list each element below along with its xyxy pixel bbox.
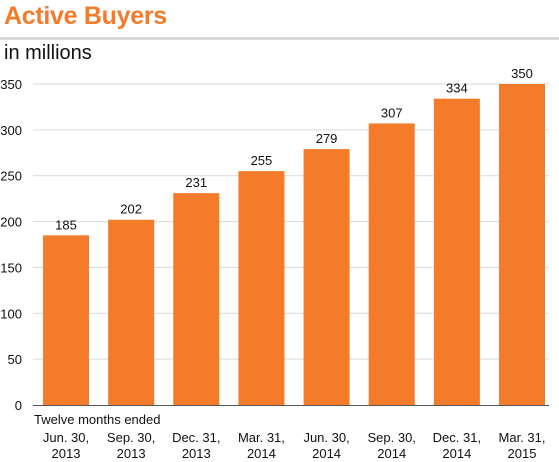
data-label: 334 bbox=[446, 81, 468, 96]
x-tick-label: 2013 bbox=[117, 446, 146, 461]
y-tick-label: 300 bbox=[0, 123, 22, 138]
x-tick-label: Mar. 31, bbox=[499, 430, 546, 445]
x-tick-label: 2013 bbox=[52, 446, 81, 461]
y-tick-label: 50 bbox=[8, 352, 22, 367]
x-axis-title: Twelve months ended bbox=[34, 412, 160, 427]
data-label: 231 bbox=[185, 175, 207, 190]
bar bbox=[108, 219, 155, 405]
x-tick-label: Dec. 31, bbox=[172, 430, 220, 445]
bar bbox=[368, 123, 415, 406]
x-tick-label: 2014 bbox=[312, 446, 341, 461]
x-tick-label: Sep. 30, bbox=[367, 430, 415, 445]
x-tick-label: 2013 bbox=[182, 446, 211, 461]
y-tick-label: 200 bbox=[0, 215, 22, 230]
data-label: 202 bbox=[120, 202, 142, 217]
bar bbox=[433, 98, 480, 405]
data-label: 185 bbox=[55, 217, 77, 232]
x-tick-label: 2014 bbox=[377, 446, 406, 461]
bar bbox=[173, 193, 220, 405]
x-tick-label: Mar. 31, bbox=[238, 430, 285, 445]
bar bbox=[238, 171, 285, 405]
data-label: 307 bbox=[381, 105, 403, 120]
y-tick-label: 150 bbox=[0, 260, 22, 275]
x-tick-label: Jun. 30, bbox=[43, 430, 89, 445]
data-label: 279 bbox=[316, 131, 338, 146]
y-tick-label: 250 bbox=[0, 169, 22, 184]
chart-subtitle: in millions bbox=[4, 42, 92, 64]
x-tick-label: Sep. 30, bbox=[107, 430, 155, 445]
bar bbox=[499, 84, 545, 405]
data-labels: 185 202 231 255 279 307 334 350 bbox=[55, 66, 533, 232]
data-label: 350 bbox=[511, 66, 533, 81]
chart-title: Active Buyers bbox=[4, 2, 167, 30]
y-tick-label: 0 bbox=[15, 398, 22, 413]
bars bbox=[43, 84, 545, 406]
x-tick-label: 2015 bbox=[508, 446, 537, 461]
data-label: 255 bbox=[251, 153, 273, 168]
x-tick-label: 2014 bbox=[247, 446, 276, 461]
x-tick-label: 2014 bbox=[442, 446, 471, 461]
title-divider bbox=[0, 37, 559, 40]
y-tick-label: 350 bbox=[0, 77, 22, 92]
x-tick-label: Dec. 31, bbox=[433, 430, 481, 445]
bar bbox=[303, 149, 350, 405]
bar bbox=[43, 235, 89, 405]
x-tick-label: Jun. 30, bbox=[303, 430, 349, 445]
y-axis-ticks: 0 50 100 150 200 250 300 350 bbox=[0, 77, 22, 413]
y-tick-label: 100 bbox=[0, 306, 22, 321]
